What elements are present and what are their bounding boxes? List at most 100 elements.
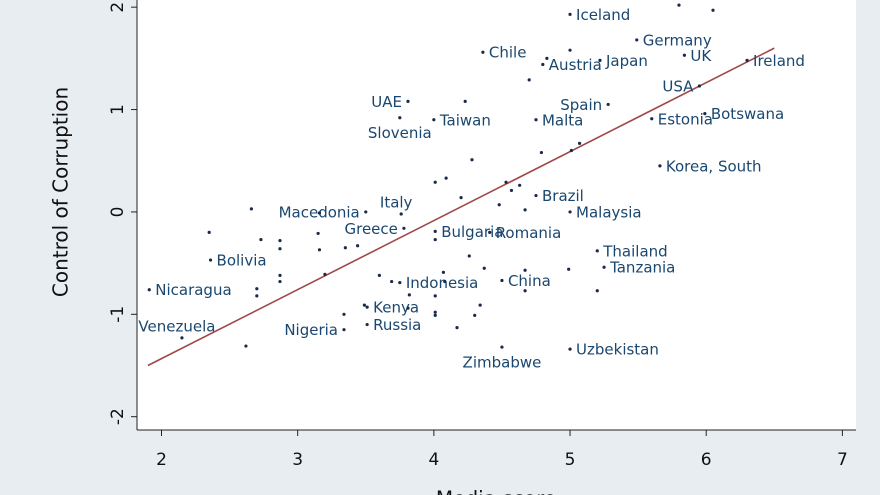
point [323,272,327,276]
point [444,176,448,180]
point [523,289,527,293]
point [568,48,572,52]
point [697,84,701,88]
point-label: Korea, South [666,157,762,175]
point [147,288,151,292]
point [635,38,639,42]
point [343,246,347,250]
point [342,312,346,316]
point [463,99,467,103]
point-label: Venezuela [138,317,215,335]
point [407,293,411,297]
point [398,116,402,120]
point [377,273,381,278]
point-label: Malta [542,111,583,129]
y-axis-label: Control of Corruption [49,87,73,297]
point [568,210,572,214]
point-label: Botswana [711,105,784,123]
point-label: Kenya [373,299,419,317]
point [677,3,681,7]
point [545,56,549,60]
point-label: Iceland [576,6,630,24]
point [523,208,527,212]
point [569,148,573,153]
point [390,279,394,284]
x-tick-label: 7 [837,450,848,470]
point [595,249,599,253]
x-tick-label: 2 [156,450,167,470]
x-tick-label: 6 [701,450,712,470]
point [482,266,486,270]
point [317,248,322,252]
point [356,244,360,248]
x-tick-label: 5 [565,450,576,470]
point [443,279,447,284]
point [455,326,459,330]
point-label: Ireland [753,52,805,70]
point [365,305,369,309]
y-tick-label: 2 [108,2,128,13]
point [534,193,538,198]
point [342,328,346,332]
point [255,287,259,291]
point-label: Estonia [658,110,713,128]
point [433,229,437,233]
point [180,336,184,340]
point-label: Nicaragua [155,281,231,299]
point [432,118,436,122]
point-label: Tanzania [609,259,675,277]
point [441,270,445,274]
point-label: USA [662,78,694,96]
point-label: Nigeria [284,321,338,339]
point [433,313,437,317]
y-tick-label: 1 [108,104,128,115]
point-label: Russia [373,316,421,334]
point [398,280,402,285]
point [602,265,606,269]
plot-area [137,0,856,430]
point-label: Greece [344,220,397,238]
x-tick-label: 3 [292,450,303,470]
point-label: Thailand [602,242,667,260]
point-label: Austria [549,56,602,74]
point [433,180,437,184]
point [278,273,282,278]
point [249,207,253,211]
point-label: Uzbekistan [576,341,659,359]
point-label: Brazil [542,187,584,205]
point [470,158,474,162]
point [500,278,504,283]
point [364,210,368,214]
point [567,267,571,271]
point [467,254,471,258]
point-label: Indonesia [406,274,479,292]
point [406,99,410,103]
point [523,268,527,272]
point [207,230,211,235]
point [703,112,707,116]
point-label: Taiwan [439,111,491,129]
point [433,294,437,298]
point [402,226,406,230]
point-label: Spain [560,96,602,114]
point [244,344,248,348]
point [568,12,572,16]
point [658,164,662,168]
point [595,289,599,293]
point-label: Bolivia [217,252,267,270]
point [459,195,463,200]
point [481,50,485,54]
point [500,345,504,349]
point-label: Zimbabwe [463,354,542,372]
y-tick-label: -1 [108,306,128,323]
point-label: Malaysia [576,203,642,221]
point [541,62,545,67]
point [497,203,501,207]
point [208,258,213,262]
point [577,141,582,145]
point [316,231,320,236]
point [650,117,654,121]
point [406,306,410,310]
